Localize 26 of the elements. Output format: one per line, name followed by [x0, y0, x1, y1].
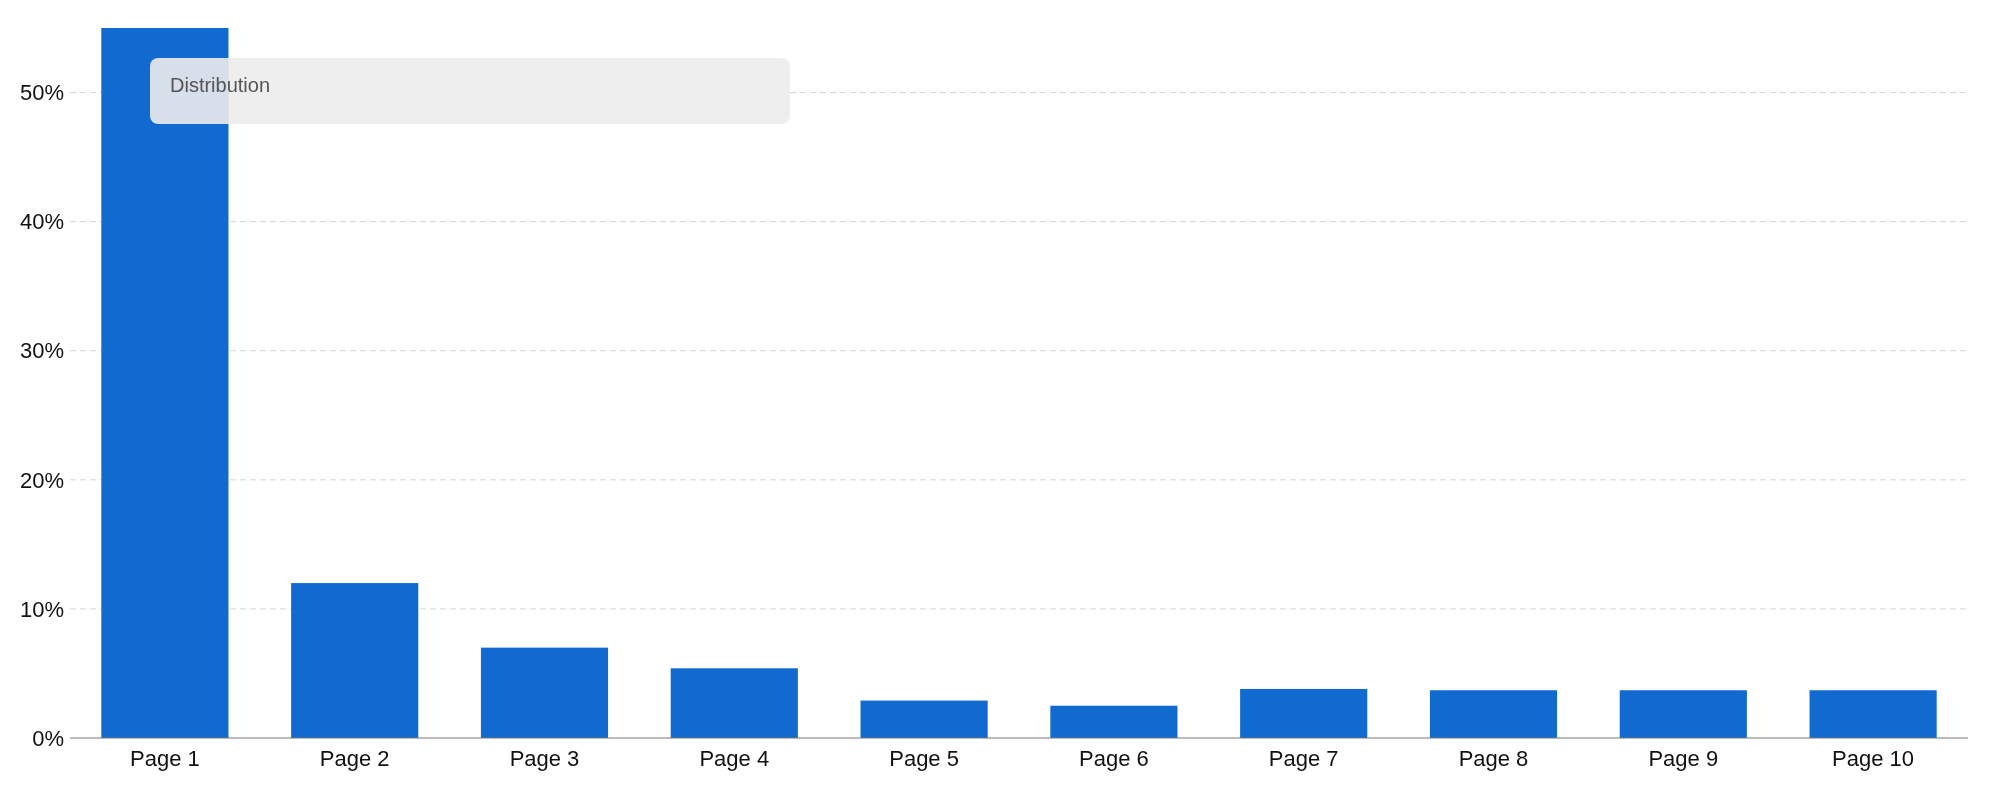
y-tick-label: 50%	[19, 80, 64, 106]
annotation: Distribution	[170, 74, 271, 96]
bar	[1429, 690, 1558, 738]
bar	[1050, 705, 1178, 738]
bar	[480, 647, 609, 738]
bar	[1240, 688, 1368, 738]
bar	[291, 583, 419, 738]
bar	[670, 668, 798, 738]
bar	[1809, 690, 1937, 738]
x-tick-label: Page 3	[509, 746, 580, 771]
x-tick-label: Page 9	[1648, 746, 1719, 771]
x-tick-label: Page 7	[1268, 746, 1339, 771]
x-tick-label: Page 8	[1458, 746, 1529, 771]
x-tick-label: Page 4	[699, 746, 770, 771]
y-tick-label: 20%	[19, 467, 64, 493]
x-tick-label: Page 1	[130, 746, 200, 771]
bar	[1619, 690, 1747, 738]
x-tick-label: Page 6	[1079, 746, 1149, 771]
y-tick-label: 10%	[19, 596, 64, 622]
y-tick-label: 40%	[19, 209, 64, 235]
x-tick-label: Page 10	[1832, 746, 1915, 771]
x-tick-label: Page 5	[889, 746, 959, 771]
y-tick-label: 0%	[32, 725, 64, 751]
bar	[860, 700, 988, 738]
y-tick-label: 30%	[19, 338, 64, 364]
x-tick-label: Page 2	[319, 746, 390, 771]
